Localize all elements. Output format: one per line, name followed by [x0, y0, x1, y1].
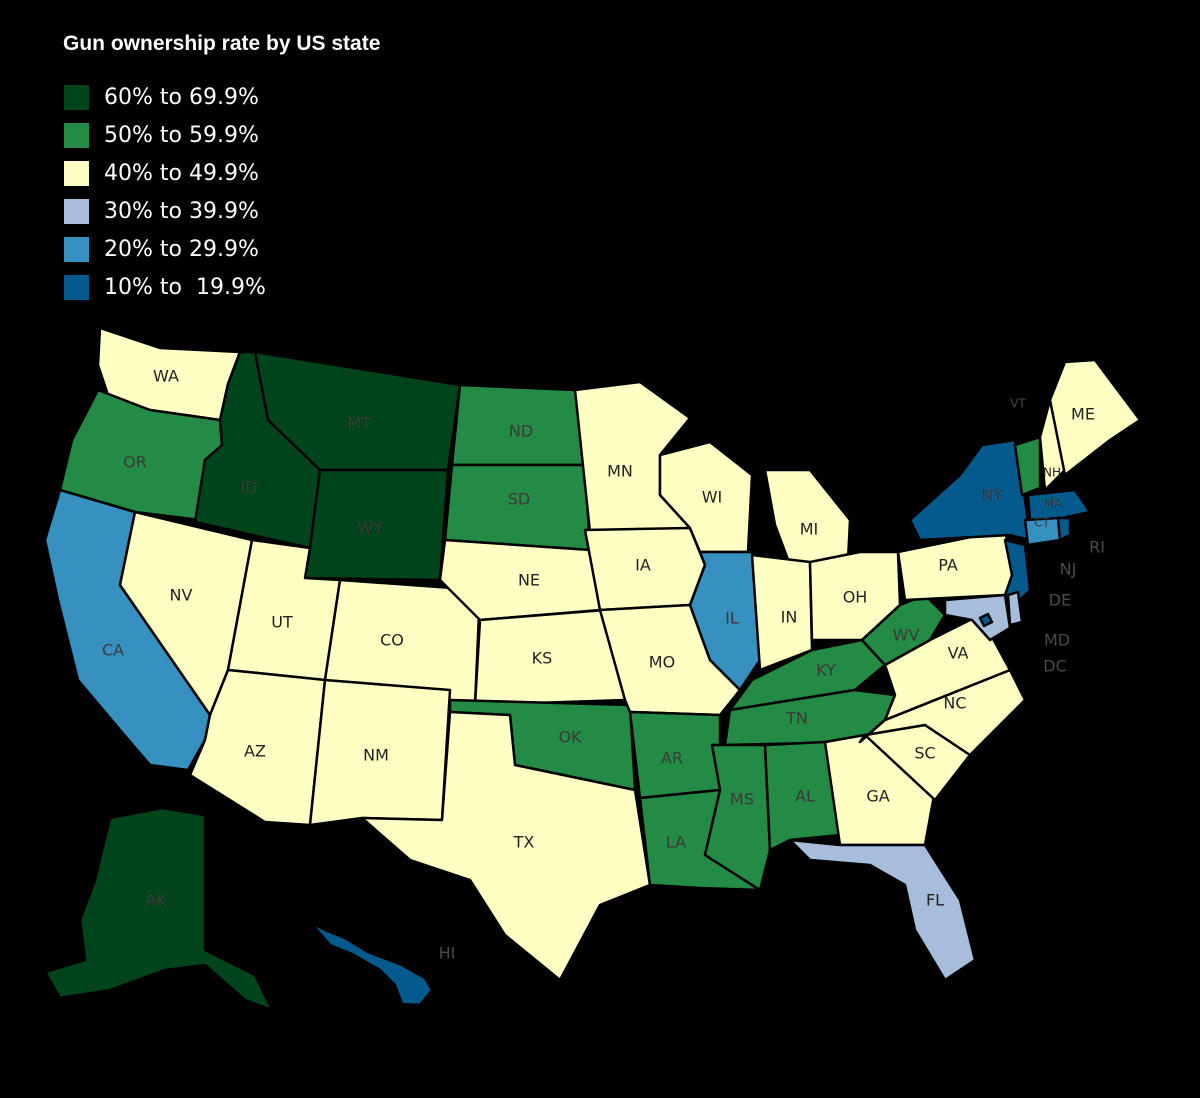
state-hi — [308, 920, 434, 1007]
state-mi — [763, 468, 852, 567]
state-ny — [908, 438, 1032, 542]
state-label-mt: MT — [347, 414, 371, 433]
state-ga — [823, 733, 937, 847]
legend-swatch — [64, 274, 89, 300]
legend-label: 60% to 69.9% — [104, 84, 259, 110]
state-tx — [360, 710, 652, 982]
state-label-ar: AR — [661, 749, 683, 768]
state-label-hi: HI — [439, 944, 456, 963]
labels-layer: WA OR CA NV ID MT WY UT AZ CO NM ND SD NE KS OK TX MN IA MO… — [102, 367, 1105, 963]
legend-label: 10% to 19.9% — [104, 274, 266, 300]
state-label-in: IN — [781, 608, 798, 627]
state-label-co: CO — [380, 631, 404, 650]
legend-label: 50% to 59.9% — [104, 122, 259, 148]
legend-item: 30% to 39.9% — [64, 192, 266, 230]
state-al — [763, 740, 842, 852]
state-label-ok: OK — [558, 728, 582, 747]
state-label-wv: WV — [893, 626, 920, 645]
state-ri — [1056, 516, 1072, 542]
state-label-la: LA — [666, 833, 686, 852]
state-label-ny: NY — [981, 486, 1003, 505]
state-label-dc: DC — [1043, 657, 1067, 676]
state-label-or: OR — [123, 453, 147, 472]
legend-label: 40% to 49.9% — [104, 160, 259, 186]
state-label-id: ID — [240, 478, 257, 497]
legend-swatch — [64, 198, 89, 224]
state-label-nm: NM — [363, 746, 389, 765]
legend-item: 10% to 19.9% — [64, 268, 266, 306]
state-me — [1048, 358, 1142, 477]
state-label-va: VA — [948, 644, 969, 663]
state-label-md: MD — [1044, 631, 1070, 650]
state-label-ak: AK — [145, 891, 167, 910]
state-dc — [978, 612, 994, 628]
state-vt — [1013, 435, 1042, 497]
state-ak — [43, 806, 274, 1012]
state-label-tn: TN — [785, 709, 808, 728]
state-label-ky: KY — [816, 661, 836, 680]
state-label-tx: TX — [513, 833, 535, 852]
state-label-ga: GA — [866, 787, 889, 806]
legend-label: 20% to 29.9% — [104, 236, 259, 262]
state-label-mn: MN — [607, 462, 633, 481]
states-layer — [43, 326, 1142, 1012]
state-label-ma: MA — [1044, 497, 1063, 511]
state-label-pa: PA — [938, 556, 958, 575]
state-label-il: IL — [725, 609, 739, 628]
legend-item: 40% to 49.9% — [64, 154, 266, 192]
state-label-me: ME — [1071, 405, 1095, 424]
state-label-wa: WA — [153, 367, 179, 386]
legend: 60% to 69.9% 50% to 59.9% 40% to 49.9% 3… — [64, 78, 266, 306]
state-label-wy: WY — [357, 519, 383, 538]
state-label-ne: NE — [518, 571, 540, 590]
state-label-mi: MI — [800, 520, 819, 539]
state-label-fl: FL — [926, 891, 944, 910]
legend-item: 60% to 69.9% — [64, 78, 266, 116]
state-wy — [303, 468, 450, 582]
state-de — [1006, 590, 1024, 627]
state-label-vt: VT — [1010, 397, 1026, 411]
state-label-az: AZ — [244, 742, 266, 761]
state-label-nc: NC — [943, 694, 966, 713]
state-label-de: DE — [1049, 591, 1071, 610]
state-ma — [1026, 488, 1092, 522]
legend-item: 50% to 59.9% — [64, 116, 266, 154]
state-label-mo: MO — [649, 653, 675, 672]
legend-label: 30% to 39.9% — [104, 198, 259, 224]
state-label-al: AL — [795, 787, 815, 806]
state-label-ut: UT — [271, 613, 293, 632]
state-label-oh: OH — [843, 588, 868, 607]
legend-swatch — [64, 160, 89, 186]
state-label-ia: IA — [635, 556, 651, 575]
map-title: Gun ownership rate by US state — [63, 32, 381, 55]
state-label-ks: KS — [532, 649, 553, 668]
state-label-nv: NV — [170, 586, 193, 605]
state-fl — [788, 838, 977, 982]
state-label-nh: NH — [1043, 466, 1061, 480]
state-label-ct: CT — [1034, 516, 1050, 530]
state-label-sc: SC — [914, 744, 935, 763]
state-label-nd: ND — [509, 422, 533, 441]
state-label-ca: CA — [102, 641, 124, 660]
state-label-ms: MS — [730, 790, 754, 809]
state-label-wi: WI — [702, 488, 723, 507]
legend-item: 20% to 29.9% — [64, 230, 266, 268]
legend-swatch — [64, 236, 89, 262]
state-label-sd: SD — [508, 490, 530, 509]
state-md — [943, 593, 1012, 642]
legend-swatch — [64, 122, 89, 148]
state-label-ri: RI — [1089, 538, 1105, 557]
state-label-nj: NJ — [1060, 560, 1077, 579]
legend-swatch — [64, 84, 89, 110]
